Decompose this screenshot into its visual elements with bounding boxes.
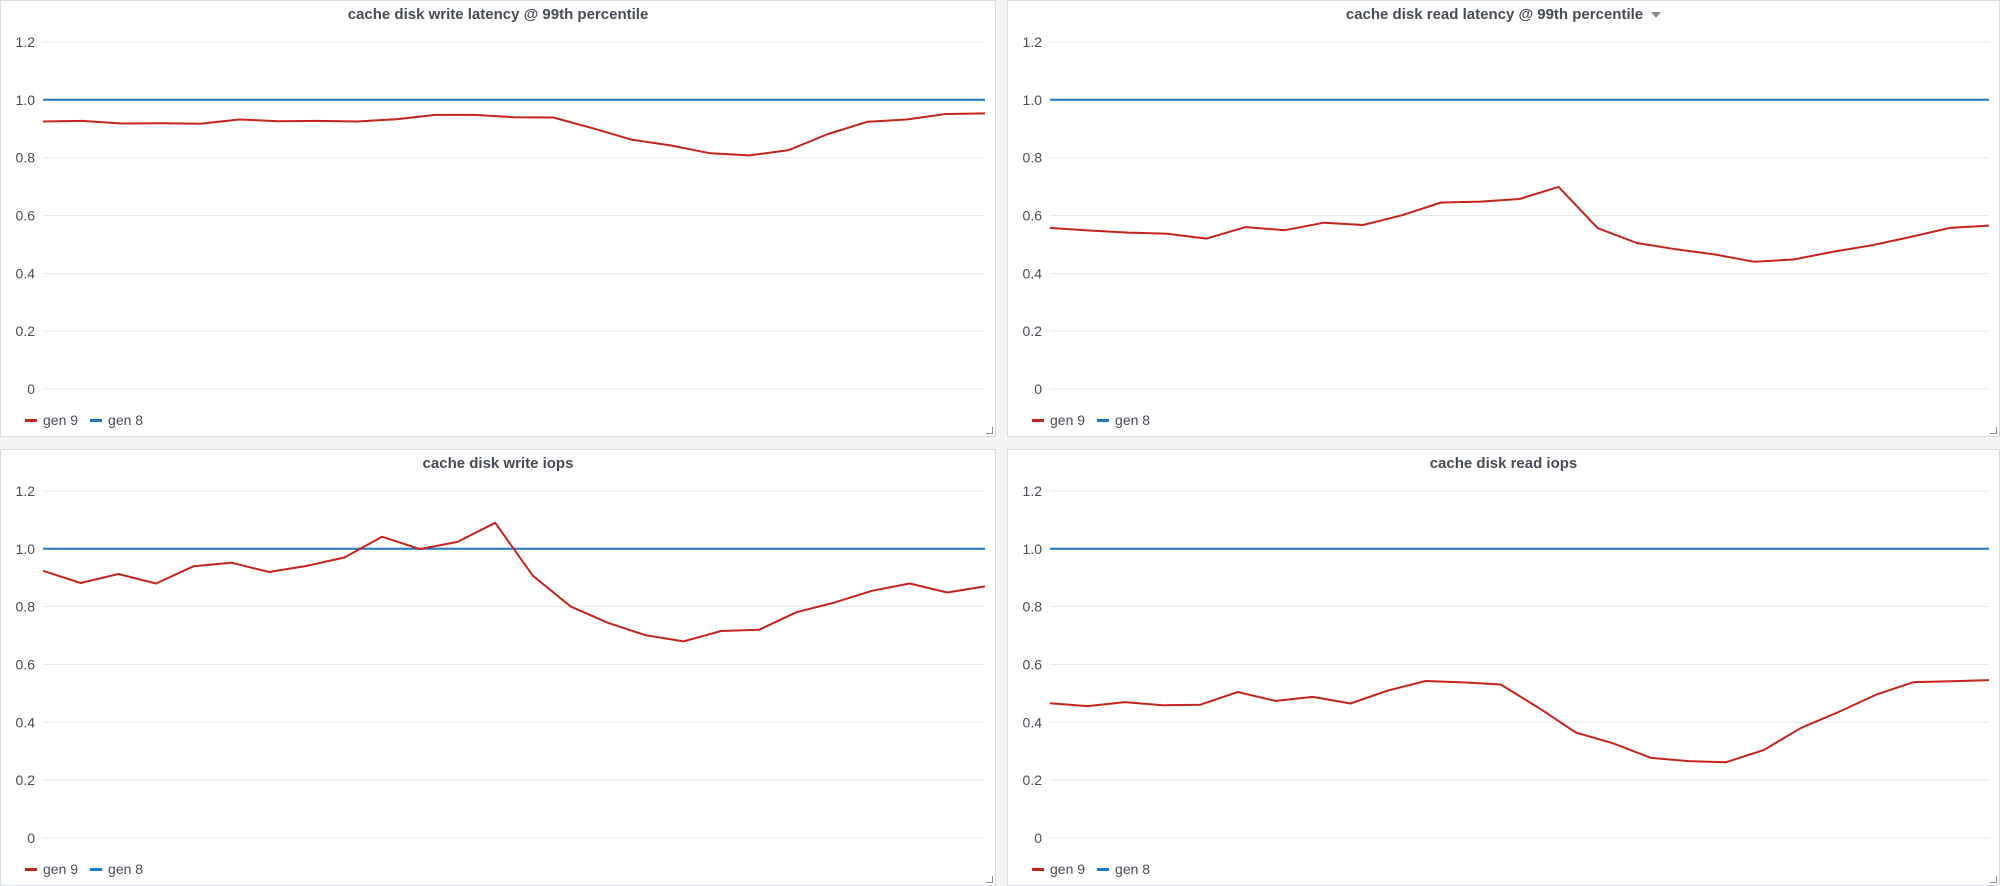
y-tick-label: 0.8 [1023,599,1043,615]
resize-handle[interactable] [1990,876,1997,883]
y-tick-label: 0.2 [1023,772,1043,788]
resize-handle[interactable] [986,427,993,434]
panel-read-iops: cache disk read iops 1.2 1.0 0.8 0.6 0.4 0.2 0… [1007,449,2000,886]
y-tick-label: 0 [27,381,35,397]
panel-read-latency: cache disk read latency @ 99th percentil… [1007,0,2000,437]
y-tick-label: 0.8 [1023,150,1043,166]
y-tick-label: 0.6 [1023,657,1043,673]
legend-swatch-gen8 [90,867,103,871]
legend-swatch-gen8 [1097,867,1110,871]
panel-title[interactable]: cache disk read iops [1008,455,1999,472]
legend: gen 9 gen 8 [25,412,155,428]
line-chart: 1.2 1.0 0.8 0.6 0.4 0.2 0 [1023,483,1990,846]
legend-item-gen9[interactable]: gen 9 [25,861,78,877]
legend-label: gen 9 [43,412,79,428]
legend-label: gen 8 [108,412,144,428]
y-tick-label: 0.8 [16,150,36,166]
y-tick-label: 0.2 [16,772,36,788]
panel-title-text: cache disk read iops [1429,455,1578,472]
line-chart: 1.2 1.0 0.8 0.6 0.4 0.2 0 [16,483,986,846]
y-tick-label: 1.2 [1023,483,1043,499]
series-line-gen9[interactable] [42,112,986,157]
resize-handle[interactable] [1990,427,1997,434]
legend-swatch-gen9 [1032,867,1044,871]
panel-title-text: cache disk write iops [422,455,574,472]
y-tick-label: 0.6 [1023,208,1043,224]
chevron-down-icon[interactable] [1651,12,1662,19]
legend-swatch-gen8 [90,418,103,422]
y-tick-label: 0.2 [16,323,36,339]
y-tick-label: 1.0 [16,541,36,557]
legend-swatch-gen9 [25,867,37,871]
legend-item-gen8[interactable]: gen 8 [1097,412,1150,428]
panel-title-text: cache disk read latency @ 99th percentil… [1345,6,1644,23]
panel-title-text: cache disk write latency @ 99th percenti… [347,6,649,23]
series-line-gen9[interactable] [1049,679,1990,764]
legend-item-gen8[interactable]: gen 8 [90,412,143,428]
panel-title[interactable]: cache disk read latency @ 99th percentil… [1008,6,1999,23]
legend-label: gen 9 [1050,412,1086,428]
y-tick-label: 1.0 [1023,92,1043,108]
legend-swatch-gen9 [25,418,37,422]
legend-label: gen 8 [1115,412,1151,428]
legend-swatch-gen9 [1032,418,1044,422]
panel-write-latency: cache disk write latency @ 99th percenti… [0,0,996,437]
y-tick-label: 0.8 [16,599,36,615]
legend-label: gen 8 [1115,861,1151,877]
legend-item-gen9[interactable]: gen 9 [1032,412,1085,428]
legend-item-gen8[interactable]: gen 8 [90,861,143,877]
legend-swatch-gen8 [1097,418,1110,422]
legend-label: gen 9 [1050,861,1086,877]
line-chart: 1.2 1.0 0.8 0.6 0.4 0.2 0 [1023,34,1990,397]
y-tick-label: 0 [27,830,35,846]
y-tick-label: 1.2 [16,483,36,499]
series-line-gen9[interactable] [1049,185,1990,263]
y-tick-label: 1.0 [1023,541,1043,557]
legend-item-gen9[interactable]: gen 9 [25,412,78,428]
line-chart: 1.2 1.0 0.8 0.6 0.4 0.2 0 [16,34,986,397]
panel-title[interactable]: cache disk write latency @ 99th percenti… [1,6,995,23]
panel-write-iops: cache disk write iops 1.2 1.0 0.8 0.6 0.4 0.2… [0,449,996,886]
panel-title[interactable]: cache disk write iops [1,455,995,472]
y-tick-label: 0.4 [1023,265,1043,281]
legend-label: gen 8 [108,861,144,877]
legend-item-gen8[interactable]: gen 8 [1097,861,1150,877]
series-line-gen9[interactable] [42,521,986,643]
y-tick-label: 0.6 [16,208,36,224]
legend: gen 9 gen 8 [1032,412,1162,428]
y-tick-label: 0.4 [16,714,36,730]
y-tick-label: 0.2 [1023,323,1043,339]
y-tick-label: 1.2 [16,34,36,50]
y-tick-label: 0 [1034,830,1042,846]
y-tick-label: 0 [1034,381,1042,397]
legend: gen 9 gen 8 [25,861,155,877]
legend-label: gen 9 [43,861,79,877]
y-tick-label: 1.0 [16,92,36,108]
legend-item-gen9[interactable]: gen 9 [1032,861,1085,877]
y-tick-label: 1.2 [1023,34,1043,50]
y-tick-label: 0.6 [16,657,36,673]
y-tick-label: 0.4 [1023,714,1043,730]
legend: gen 9 gen 8 [1032,861,1162,877]
resize-handle[interactable] [986,876,993,883]
y-tick-label: 0.4 [16,265,36,281]
